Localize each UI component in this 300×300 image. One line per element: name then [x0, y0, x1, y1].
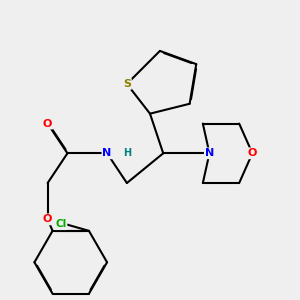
Text: N: N: [102, 148, 112, 158]
Text: H: H: [123, 148, 131, 158]
Text: O: O: [43, 118, 52, 129]
Text: N: N: [205, 148, 214, 158]
Text: S: S: [123, 79, 131, 89]
Text: Cl: Cl: [55, 219, 67, 229]
Text: O: O: [43, 214, 52, 224]
Text: O: O: [248, 148, 257, 158]
